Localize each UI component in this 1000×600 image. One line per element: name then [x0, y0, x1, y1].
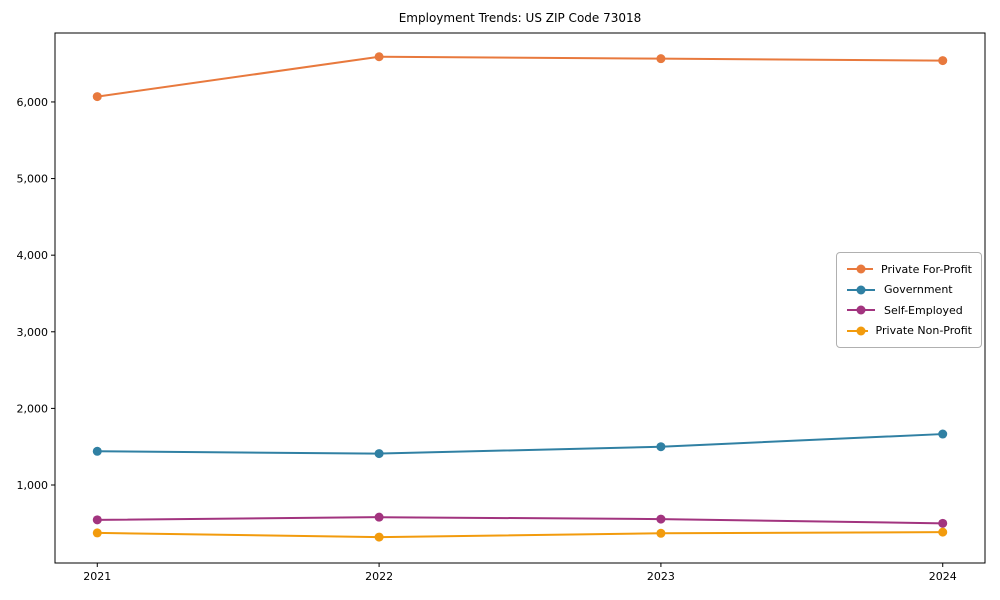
y-axis-tick-label: 3,000 — [17, 326, 49, 339]
legend-marker-private-non-profit — [847, 326, 868, 336]
y-axis-tick-label: 5,000 — [17, 173, 49, 186]
legend-item-government: Government — [846, 280, 972, 301]
data-point-private-non-profit-2023 — [656, 528, 666, 538]
legend-marker-government — [847, 285, 875, 295]
series-line-private-for-profit — [97, 55, 943, 98]
data-point-private-for-profit-2021 — [92, 92, 102, 102]
data-point-self-employed-2022 — [374, 512, 384, 522]
data-point-private-non-profit-2021 — [92, 528, 102, 538]
legend-item-private-non-profit: Private Non-Profit — [846, 321, 972, 342]
legend: Private For-Profit Government Self-Employe… — [836, 252, 982, 348]
x-axis-tick-label: 2022 — [365, 570, 393, 583]
x-axis-tick-label: 2024 — [929, 570, 957, 583]
y-axis-tick-label: 2,000 — [17, 402, 49, 415]
series-line-private-non-profit — [97, 531, 943, 539]
data-point-government-2022 — [374, 449, 384, 459]
axes-spines — [54, 32, 986, 564]
x-axis-tick-label: 2023 — [647, 570, 675, 583]
legend-marker-private-for-profit — [847, 264, 873, 274]
series-line-government — [97, 433, 943, 455]
legend-label: Self-Employed — [884, 303, 963, 317]
data-point-private-non-profit-2024 — [938, 527, 948, 537]
data-point-private-for-profit-2022 — [374, 52, 384, 62]
chart-title: Employment Trends: US ZIP Code 73018 — [398, 11, 642, 25]
x-axis-tick-label: 2021 — [83, 570, 111, 583]
data-point-self-employed-2023 — [656, 514, 666, 524]
legend-item-private-for-profit: Private For-Profit — [846, 259, 972, 280]
y-axis-tick-label: 4,000 — [17, 249, 49, 262]
legend-label: Government — [884, 283, 953, 297]
data-point-self-employed-2024 — [938, 518, 948, 528]
data-point-government-2021 — [92, 446, 102, 456]
y-axis-tick-label: 6,000 — [17, 96, 49, 109]
data-point-government-2024 — [938, 429, 948, 439]
data-point-self-employed-2021 — [92, 515, 102, 525]
data-point-private-for-profit-2024 — [938, 56, 948, 66]
data-point-private-for-profit-2023 — [656, 54, 666, 64]
data-point-government-2023 — [656, 442, 666, 452]
legend-label: Private Non-Profit — [875, 324, 972, 338]
legend-label: Private For-Profit — [881, 262, 972, 276]
data-point-private-non-profit-2022 — [374, 532, 384, 542]
series-line-self-employed — [97, 516, 943, 525]
y-axis-tick-label: 1,000 — [17, 479, 49, 492]
legend-item-self-employed: Self-Employed — [846, 300, 972, 321]
legend-marker-self-employed — [847, 305, 875, 315]
